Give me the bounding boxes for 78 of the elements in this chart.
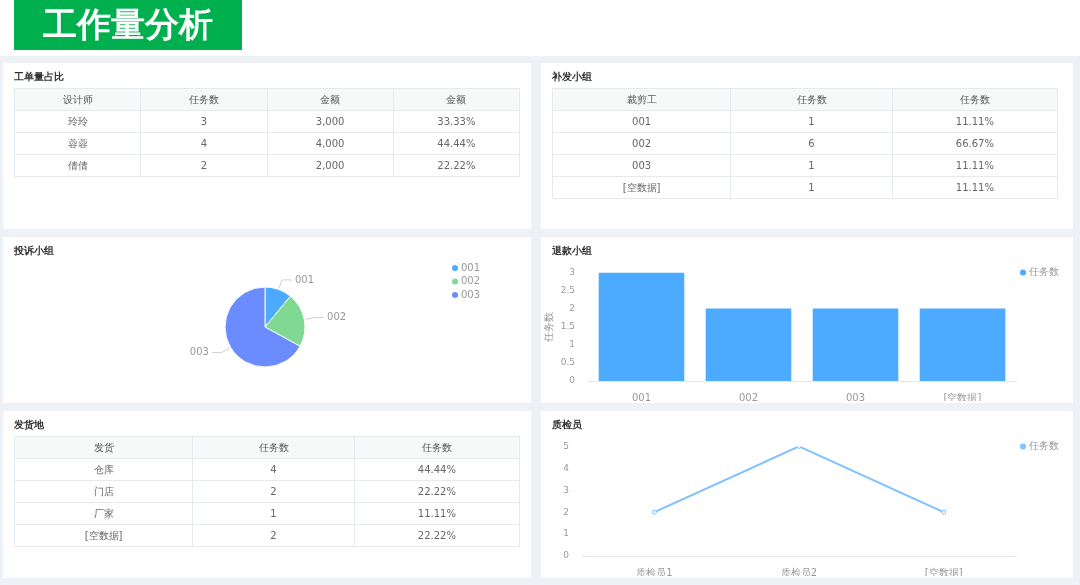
y-tick-label: 0.5 bbox=[560, 357, 575, 368]
text: 1 bbox=[808, 182, 815, 193]
y-tick-label: 1.5 bbox=[560, 321, 575, 332]
text: 44.44% bbox=[437, 138, 476, 149]
text: 4 bbox=[200, 138, 208, 149]
category-label: 任务数 bbox=[730, 88, 893, 111]
text: 11.11% bbox=[955, 116, 994, 127]
category-label: 金额 bbox=[267, 88, 394, 111]
y-tick-label: 1 bbox=[563, 528, 569, 539]
text: 33.33% bbox=[437, 116, 476, 127]
legend-label: 任务数 bbox=[1028, 439, 1059, 451]
text: 补发小组 bbox=[552, 71, 592, 83]
text: 1 bbox=[808, 116, 815, 127]
text: 倩倩 bbox=[67, 159, 88, 171]
text: 2,000 bbox=[315, 160, 345, 171]
category-label: 任务数 bbox=[354, 436, 520, 459]
y-tick-label: 4 bbox=[563, 462, 570, 473]
legend-label: 001 bbox=[461, 261, 481, 273]
text: 22.22% bbox=[437, 160, 476, 171]
text: 工单量占比 bbox=[14, 71, 64, 83]
text: 厂家 bbox=[93, 507, 114, 519]
text: 2 bbox=[270, 486, 277, 497]
text: 22.22% bbox=[417, 486, 456, 497]
text: 11.11% bbox=[955, 160, 994, 171]
text: 玲玲 bbox=[67, 115, 88, 127]
text: 4,000 bbox=[315, 138, 345, 149]
x-tick-label: 003 bbox=[845, 391, 866, 403]
text: 11.11% bbox=[955, 182, 994, 193]
chart-title: 退款小组 bbox=[552, 245, 592, 257]
text: 蓉蓉 bbox=[67, 137, 88, 149]
text: 门店 bbox=[93, 485, 114, 497]
text: 仓库 bbox=[93, 463, 114, 475]
text: 002 bbox=[632, 138, 652, 149]
text: 4 bbox=[270, 464, 277, 475]
text: 3 bbox=[200, 116, 208, 127]
y-tick-label: 2 bbox=[569, 302, 575, 313]
text: 投诉小组 bbox=[14, 245, 54, 257]
y-tick-label: 3 bbox=[569, 266, 575, 277]
y-tick-label: 3 bbox=[563, 484, 569, 495]
text: 2 bbox=[200, 160, 208, 171]
category-label: 裁剪工 bbox=[552, 88, 731, 111]
y-tick-label: 0 bbox=[563, 550, 570, 561]
slice-label: 003 bbox=[189, 346, 209, 358]
x-tick-label: 002 bbox=[738, 391, 759, 403]
y-tick-label: 0 bbox=[569, 375, 576, 386]
category-label: 任务数 bbox=[140, 88, 267, 111]
y-axis-title: 任务数 bbox=[542, 311, 554, 343]
y-tick-label: 5 bbox=[563, 440, 569, 451]
y-tick-label: 2 bbox=[563, 506, 569, 517]
chart-title: 质检员 bbox=[552, 419, 582, 431]
category-label: 任务数 bbox=[892, 88, 1058, 111]
text: 发货地 bbox=[14, 419, 44, 431]
text: 工作量分析 bbox=[14, 0, 242, 50]
text: 44.44% bbox=[417, 464, 456, 475]
y-tick-label: 2.5 bbox=[560, 284, 575, 295]
text: 003 bbox=[632, 160, 652, 171]
text: 1 bbox=[808, 160, 815, 171]
slice-label: 002 bbox=[327, 311, 347, 323]
x-tick-label: 001 bbox=[631, 391, 652, 403]
category-label: 发货 bbox=[14, 436, 193, 459]
y-tick-label: 1 bbox=[569, 339, 575, 350]
text: 1 bbox=[270, 508, 277, 519]
text: 22.22% bbox=[417, 530, 456, 541]
legend-label: 003 bbox=[461, 288, 481, 300]
legend-label: 任务数 bbox=[1028, 265, 1059, 277]
text: 001 bbox=[632, 116, 652, 127]
legend-label: 002 bbox=[461, 275, 481, 287]
text: 6 bbox=[808, 138, 815, 149]
text: 3,000 bbox=[315, 116, 345, 127]
text: 2 bbox=[270, 530, 277, 541]
slice-label: 001 bbox=[294, 273, 315, 285]
text: [空数据] bbox=[622, 181, 661, 193]
category-label: 任务数 bbox=[192, 436, 355, 459]
category-label: 设计师 bbox=[14, 88, 141, 111]
text: [空数据] bbox=[84, 529, 123, 541]
category-label: 金额 bbox=[393, 88, 520, 111]
text: 11.11% bbox=[417, 508, 456, 519]
text: 66.67% bbox=[955, 138, 994, 149]
